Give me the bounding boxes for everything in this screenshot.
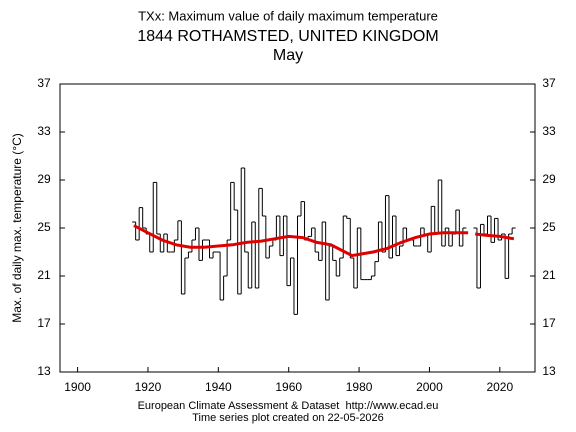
chart-title: TXx: Maximum value of daily maximum temp… bbox=[138, 8, 438, 23]
chart-period: May bbox=[273, 47, 303, 64]
y-tick-label: 13 bbox=[37, 364, 51, 378]
chart-subtitle: 1844 ROTHAMSTED, UNITED KINGDOM bbox=[137, 28, 438, 45]
y-axis-label: Max. of daily max. temperature (°C) bbox=[10, 133, 24, 323]
y2-tick-label: 25 bbox=[542, 220, 556, 234]
y2-tick-label: 29 bbox=[542, 172, 556, 186]
y-tick-label: 25 bbox=[37, 220, 51, 234]
y-tick-label: 17 bbox=[37, 316, 51, 330]
x-tick-label: 1920 bbox=[135, 380, 162, 394]
y2-tick-label: 17 bbox=[542, 316, 556, 330]
y-tick-label: 37 bbox=[37, 76, 51, 90]
y2-tick-label: 13 bbox=[542, 364, 556, 378]
x-tick-label: 1940 bbox=[205, 380, 232, 394]
y2-tick-label: 21 bbox=[542, 268, 556, 282]
x-tick-label: 1960 bbox=[275, 380, 302, 394]
y2-tick-label: 37 bbox=[542, 76, 556, 90]
y2-tick-label: 33 bbox=[542, 124, 556, 138]
x-tick-label: 2000 bbox=[416, 380, 443, 394]
y-tick-label: 33 bbox=[37, 124, 51, 138]
x-tick-label: 1980 bbox=[346, 380, 373, 394]
y-tick-label: 29 bbox=[37, 172, 51, 186]
smooth-line bbox=[133, 224, 515, 258]
x-tick-label: 2020 bbox=[486, 380, 513, 394]
footer: Time series plot created on 22-05-2026 bbox=[192, 412, 384, 424]
y-tick-label: 21 bbox=[37, 268, 51, 282]
x-tick-label: 1900 bbox=[64, 380, 91, 394]
footer: European Climate Assessment & Dataset ht… bbox=[138, 400, 439, 412]
